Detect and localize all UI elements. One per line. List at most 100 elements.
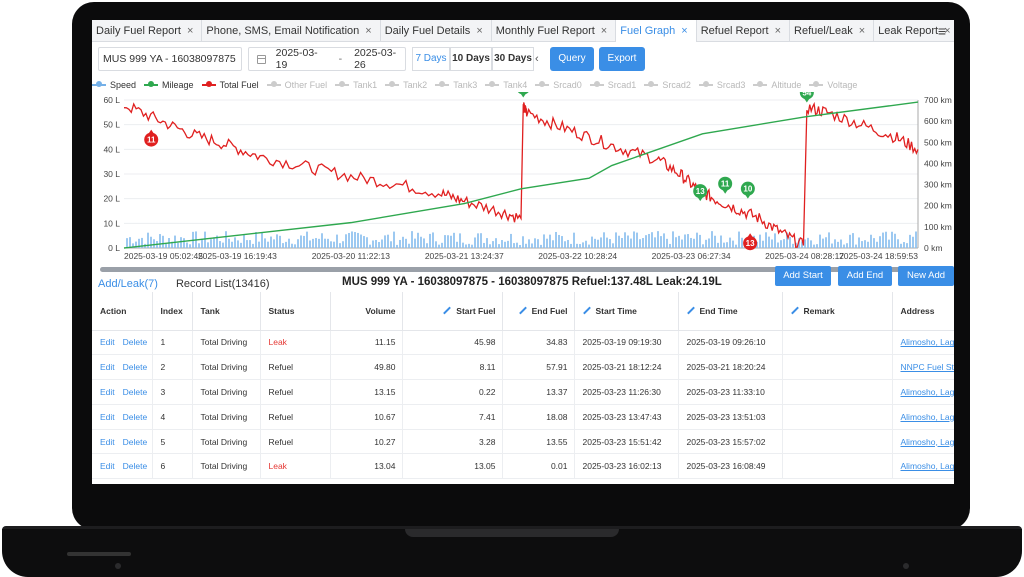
legend-item-srcad2[interactable]: Srcad2 bbox=[644, 80, 691, 90]
column-header-tank[interactable]: Tank bbox=[192, 292, 261, 331]
column-header-action[interactable]: Action bbox=[92, 292, 153, 331]
close-icon[interactable]: × bbox=[944, 25, 951, 37]
legend-swatch-icon bbox=[535, 81, 550, 87]
event-marker[interactable]: 13 bbox=[693, 184, 708, 202]
query-button[interactable]: Query bbox=[550, 47, 594, 71]
tab-record-list[interactable]: Record List(13416) bbox=[175, 278, 270, 290]
legend-item-voltage[interactable]: Voltage bbox=[809, 80, 857, 90]
tab-daily-fuel-report[interactable]: Daily Fuel Report × bbox=[92, 20, 203, 42]
cell-address[interactable]: Alimosho, Lagos, bbox=[892, 404, 954, 430]
event-marker[interactable]: 54 bbox=[799, 85, 814, 103]
vehicle-select[interactable]: MUS 999 YA - 16038097875 bbox=[98, 47, 242, 71]
speed-bar bbox=[351, 231, 353, 248]
table-header-row: Action Index Tank Status Volume Start Fuel End… bbox=[92, 292, 954, 331]
column-header-start-fuel[interactable]: Start Fuel bbox=[402, 292, 503, 331]
range-10-days-button[interactable]: 10 Days bbox=[450, 47, 492, 71]
range-30-days-button[interactable]: 30 Days bbox=[492, 47, 534, 71]
close-icon[interactable]: × bbox=[476, 25, 483, 37]
close-icon[interactable]: × bbox=[681, 25, 688, 37]
close-icon[interactable]: × bbox=[186, 25, 194, 37]
legend-item-total-fuel[interactable]: Total Fuel bbox=[201, 80, 259, 90]
event-marker[interactable]: 13 bbox=[743, 233, 758, 251]
legend-item-srcad3[interactable]: Srcad3 bbox=[698, 80, 745, 90]
speed-bar bbox=[498, 244, 500, 248]
legend-item-altitude[interactable]: Altitude bbox=[753, 80, 801, 90]
add-end-button[interactable]: Add End bbox=[838, 266, 892, 286]
cell-address[interactable]: Alimosho, Lagos, bbox=[892, 429, 954, 455]
y-right-tick-label: 500 km bbox=[924, 137, 952, 147]
edit-link[interactable]: Edit bbox=[100, 411, 115, 422]
legend-item-tank3[interactable]: Tank3 bbox=[435, 80, 477, 90]
delete-link[interactable]: Delete bbox=[122, 411, 148, 422]
tab-fuel-graph[interactable]: Fuel Graph × bbox=[616, 20, 697, 42]
edit-link[interactable]: Edit bbox=[100, 386, 115, 397]
tab-monthly-fuel-report[interactable]: Monthly Fuel Report × bbox=[492, 20, 617, 42]
speed-bar bbox=[516, 242, 518, 248]
tab-daily-fuel-details[interactable]: Daily Fuel Details × bbox=[381, 20, 492, 42]
column-header-volume[interactable]: Volume bbox=[330, 292, 403, 331]
delete-link[interactable]: Delete bbox=[122, 337, 148, 348]
legend-item-tank2[interactable]: Tank2 bbox=[385, 80, 427, 90]
column-header-start-time[interactable]: Start Time bbox=[574, 292, 679, 331]
cell-address[interactable]: Alimosho, Lagos, bbox=[892, 453, 954, 480]
legend-item-tank1[interactable]: Tank1 bbox=[335, 80, 377, 90]
cell-status: Leak bbox=[260, 330, 331, 356]
date-range-picker[interactable]: 2025-03-19 - 2025-03-26 bbox=[248, 47, 406, 71]
legend-item-mileage[interactable]: Mileage bbox=[144, 80, 194, 90]
speed-bar bbox=[330, 241, 332, 248]
delete-link[interactable]: Delete bbox=[122, 461, 148, 472]
column-header-remark[interactable]: Remark bbox=[782, 292, 893, 331]
cell-volume: 13.04 bbox=[330, 453, 403, 480]
range-7-days-button[interactable]: 7 Days bbox=[412, 47, 450, 71]
column-header-index[interactable]: Index bbox=[152, 292, 193, 331]
cell-address[interactable]: NNPC Fuel Station bbox=[892, 354, 954, 381]
speed-bar bbox=[663, 233, 665, 248]
date-from[interactable]: 2025-03-19 bbox=[275, 47, 318, 71]
fuel-chart[interactable]: 0 L 10 L 20 L 30 L 40 L 50 L 60 L 0 km 100 km 200… bbox=[92, 80, 954, 262]
event-marker[interactable]: 11 bbox=[144, 129, 159, 147]
close-icon[interactable]: × bbox=[774, 25, 782, 37]
event-marker[interactable]: 50 bbox=[516, 80, 531, 98]
edit-link[interactable]: Edit bbox=[100, 461, 115, 472]
export-button[interactable]: Export bbox=[599, 47, 645, 71]
legend-item-srcad0[interactable]: Srcad0 bbox=[535, 80, 582, 90]
edit-link[interactable]: Edit bbox=[100, 436, 115, 447]
close-icon[interactable]: × bbox=[365, 25, 372, 37]
event-marker[interactable]: 11 bbox=[718, 176, 733, 194]
series-line-mileage bbox=[123, 101, 919, 249]
edit-link[interactable]: Edit bbox=[100, 362, 115, 373]
legend-item-tank4[interactable]: Tank4 bbox=[485, 80, 527, 90]
legend-item-other-fuel[interactable]: Other Fuel bbox=[266, 80, 327, 90]
tab-leak-report[interactable]: Leak Report × bbox=[874, 20, 954, 42]
close-icon[interactable]: × bbox=[858, 25, 866, 37]
legend-item-speed[interactable]: Speed bbox=[92, 80, 136, 90]
event-marker[interactable]: 10 bbox=[740, 181, 755, 199]
column-header-status[interactable]: Status bbox=[260, 292, 331, 331]
new-add-button[interactable]: New Add bbox=[898, 266, 954, 286]
delete-link[interactable]: Delete bbox=[122, 362, 148, 373]
column-header-end-time[interactable]: End Time bbox=[678, 292, 783, 331]
column-header-end-fuel[interactable]: End Fuel bbox=[502, 292, 575, 331]
cell-remark bbox=[782, 453, 893, 480]
tab-menu-icon[interactable]: ≡ bbox=[937, 23, 946, 39]
tab-refuel-leak[interactable]: Refuel/Leak × bbox=[790, 20, 875, 42]
speed-bar bbox=[336, 234, 338, 248]
delete-link[interactable]: Delete bbox=[122, 386, 148, 397]
close-icon[interactable]: × bbox=[600, 25, 608, 37]
tab-phone-sms-email-notification[interactable]: Phone, SMS, Email Notification × bbox=[202, 20, 381, 42]
legend-item-srcad1[interactable]: Srcad1 bbox=[589, 80, 636, 90]
laptop-foot bbox=[903, 563, 909, 569]
speed-bar bbox=[636, 232, 638, 248]
date-to[interactable]: 2025-03-26 bbox=[354, 47, 397, 71]
chevron-left-icon[interactable]: ‹ bbox=[535, 53, 539, 65]
speed-bar bbox=[702, 244, 704, 248]
tab-refuel-report[interactable]: Refuel Report × bbox=[697, 20, 791, 42]
cell-address[interactable]: Alimosho, Lagos, bbox=[892, 330, 954, 356]
cell-address[interactable]: Alimosho, Lagos, bbox=[892, 379, 954, 405]
add-start-button[interactable]: Add Start bbox=[775, 266, 831, 286]
speed-bar bbox=[579, 244, 581, 248]
delete-link[interactable]: Delete bbox=[122, 436, 148, 447]
chart-zoom-slider[interactable] bbox=[100, 267, 920, 272]
column-header-address[interactable]: Address bbox=[892, 292, 954, 331]
edit-link[interactable]: Edit bbox=[100, 337, 115, 348]
